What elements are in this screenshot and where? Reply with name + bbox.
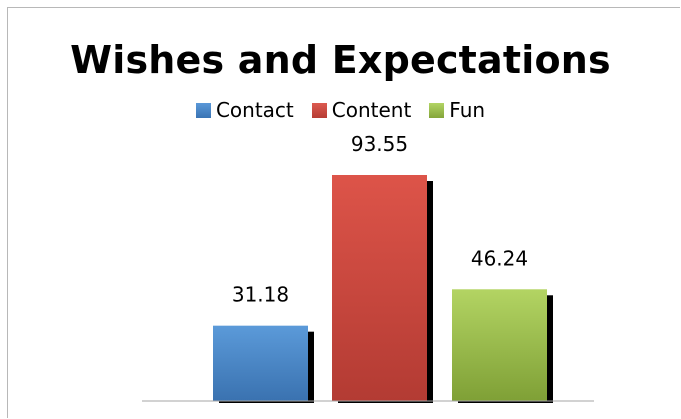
- bar-contact: [213, 325, 308, 401]
- chart-frame: [7, 7, 680, 418]
- legend-label-fun: Fun: [449, 98, 486, 122]
- bar-fun: [452, 289, 547, 401]
- data-label-content: 93.55: [351, 132, 408, 156]
- legend-item-fun: Fun: [429, 98, 485, 122]
- legend-swatch-contact: [195, 102, 211, 118]
- chart-title: Wishes and Expectations: [70, 38, 611, 82]
- legend-label-content: Content: [331, 98, 412, 122]
- legend-label-contact: Contact: [215, 98, 294, 122]
- data-label-fun: 46.24: [471, 246, 528, 270]
- legend-item-content: Content: [311, 98, 412, 122]
- bar-content: [332, 175, 427, 401]
- legend: Contact Content Fun: [0, 98, 681, 122]
- legend-swatch-fun: [429, 102, 445, 118]
- legend-item-contact: Contact: [195, 98, 294, 122]
- bars-group: 31.18 93.55 46.24: [213, 132, 553, 403]
- data-label-contact: 31.18: [232, 283, 289, 307]
- legend-swatch-content: [311, 102, 327, 118]
